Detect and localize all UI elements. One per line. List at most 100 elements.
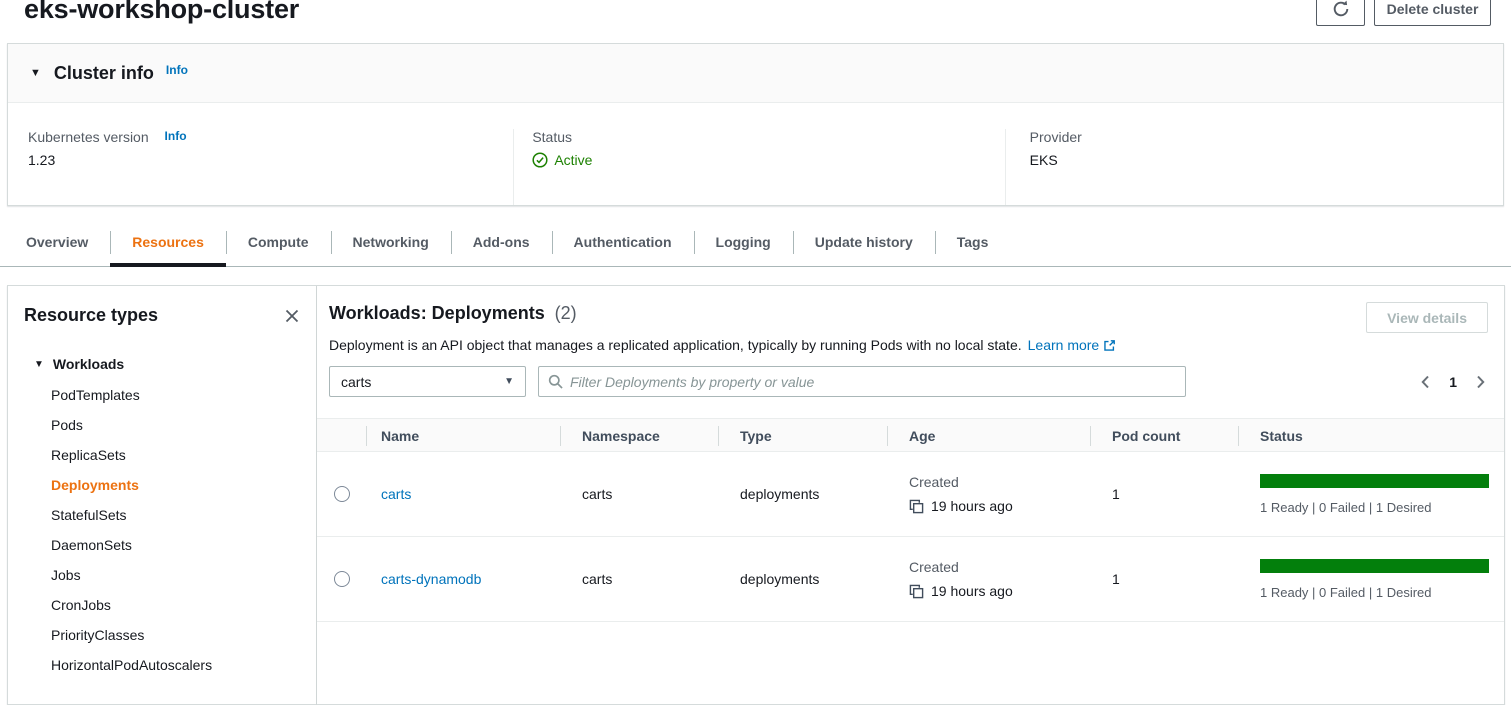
cluster-tab-bar: Overview Resources Compute Networking Ad… bbox=[0, 218, 1511, 267]
namespace-cell: carts bbox=[582, 486, 613, 502]
age-value: 19 hours ago bbox=[931, 498, 1013, 514]
field-status: Status Active bbox=[513, 129, 1004, 205]
pod-count-cell: 1 bbox=[1112, 571, 1120, 587]
namespace-dropdown[interactable]: carts ▼ bbox=[329, 366, 526, 397]
search-input[interactable] bbox=[570, 373, 1176, 390]
view-details-button[interactable]: View details bbox=[1366, 302, 1488, 333]
age-cell: Created 19 hours ago bbox=[909, 559, 1013, 599]
delete-cluster-button[interactable]: Delete cluster bbox=[1374, 0, 1491, 26]
table-row: carts carts deployments Created 19 hours… bbox=[317, 452, 1504, 537]
sidebar-item-horizontalpodautoscalers[interactable]: HorizontalPodAutoscalers bbox=[51, 657, 213, 673]
resource-types-title: Resource types bbox=[24, 305, 159, 325]
field-kubernetes-version: Kubernetes version Info 1.23 bbox=[8, 129, 513, 205]
collapse-triangle-icon[interactable]: ▼ bbox=[30, 67, 41, 79]
tab-overview[interactable]: Overview bbox=[26, 234, 89, 250]
column-header-pod-count[interactable]: Pod count bbox=[1090, 419, 1238, 453]
age-value: 19 hours ago bbox=[931, 583, 1013, 599]
column-header-name[interactable]: Name bbox=[366, 419, 560, 453]
table-header-row: Name Namespace Type Age Pod count Status bbox=[317, 418, 1504, 452]
row-radio-button[interactable] bbox=[333, 571, 350, 587]
external-link-icon bbox=[1103, 339, 1116, 355]
tree-group-label: Workloads bbox=[52, 356, 125, 372]
age-cell: Created 19 hours ago bbox=[909, 474, 1013, 514]
tree-expand-icon[interactable]: ▼ bbox=[34, 358, 44, 370]
resource-types-panel: Resource types ▼ Workloads PodTemplates … bbox=[7, 285, 317, 705]
cluster-info-panel: ▼ Cluster info Info Kubernetes version I… bbox=[7, 43, 1504, 206]
tab-logging[interactable]: Logging bbox=[693, 218, 793, 266]
sidebar-item-pods[interactable]: Pods bbox=[51, 417, 83, 433]
resource-tree: ▼ Workloads PodTemplates Pods ReplicaSet… bbox=[8, 356, 316, 680]
search-box bbox=[538, 366, 1186, 397]
deployment-name-link[interactable]: carts bbox=[381, 486, 412, 502]
provider-value: EKS bbox=[1029, 152, 1058, 168]
tab-tags[interactable]: Tags bbox=[934, 218, 1011, 266]
learn-more-link[interactable]: Learn more bbox=[1027, 337, 1100, 353]
sidebar-item-cronjobs[interactable]: CronJobs bbox=[51, 597, 111, 613]
namespace-dropdown-value: carts bbox=[341, 373, 372, 390]
refresh-icon bbox=[1332, 0, 1350, 18]
kubernetes-version-value: 1.23 bbox=[28, 152, 56, 168]
sidebar-item-podtemplates[interactable]: PodTemplates bbox=[51, 387, 140, 403]
cluster-info-body: Kubernetes version Info 1.23 Status Acti… bbox=[8, 103, 1503, 205]
field-label: Kubernetes version Info bbox=[28, 129, 187, 145]
deployments-title: Workloads: Deployments bbox=[329, 303, 545, 323]
status-cell: 1 Ready | 0 Failed | 1 Desired bbox=[1238, 473, 1504, 515]
sidebar-item-statefulsets[interactable]: StatefulSets bbox=[51, 507, 127, 523]
close-icon[interactable] bbox=[284, 308, 300, 324]
column-header-namespace[interactable]: Namespace bbox=[560, 419, 718, 453]
page-title: eks-workshop-cluster bbox=[24, 0, 300, 24]
status-text: 1 Ready | 0 Failed | 1 Desired bbox=[1260, 499, 1432, 515]
tab-authentication[interactable]: Authentication bbox=[551, 218, 694, 266]
sidebar-item-deployments[interactable]: Deployments bbox=[51, 477, 139, 493]
tab-update-history[interactable]: Update history bbox=[792, 218, 935, 266]
caret-down-icon: ▼ bbox=[504, 376, 514, 387]
status-text: 1 Ready | 0 Failed | 1 Desired bbox=[1260, 584, 1432, 600]
deployment-name-link[interactable]: carts-dynamodb bbox=[381, 571, 482, 587]
sidebar-item-replicasets[interactable]: ReplicaSets bbox=[51, 447, 126, 463]
cluster-info-info-link[interactable]: Info bbox=[165, 63, 188, 77]
namespace-cell: carts bbox=[582, 571, 613, 587]
pagination: 1 bbox=[1418, 366, 1488, 397]
cluster-info-title: Cluster info bbox=[53, 62, 154, 83]
page-header: eks-workshop-cluster Delete cluster bbox=[0, 0, 1511, 40]
field-label: Status bbox=[532, 129, 573, 145]
status-bar bbox=[1260, 473, 1489, 488]
row-radio-button[interactable] bbox=[333, 486, 350, 502]
next-page-icon[interactable] bbox=[1472, 374, 1488, 390]
sidebar-item-daemonsets[interactable]: DaemonSets bbox=[51, 537, 132, 553]
tree-items: PodTemplates Pods ReplicaSets Deployment… bbox=[8, 380, 316, 680]
tab-compute[interactable]: Compute bbox=[225, 218, 331, 266]
tab-resources[interactable]: Resources bbox=[110, 218, 226, 267]
field-label: Provider bbox=[1029, 129, 1082, 145]
deployments-count: (2) bbox=[554, 303, 577, 323]
sidebar-item-priorityclasses[interactable]: PriorityClasses bbox=[51, 627, 145, 643]
deployments-table: Name Namespace Type Age Pod count Status… bbox=[317, 418, 1504, 622]
copy-icon[interactable] bbox=[909, 584, 924, 599]
cluster-info-header[interactable]: ▼ Cluster info Info bbox=[8, 44, 1503, 103]
deployments-panel: Workloads: Deployments (2) View details … bbox=[317, 285, 1505, 705]
tree-group-workloads[interactable]: ▼ Workloads bbox=[8, 356, 316, 372]
pod-count-cell: 1 bbox=[1112, 486, 1120, 502]
filter-row: carts ▼ 1 bbox=[317, 366, 1504, 397]
column-header-status[interactable]: Status bbox=[1238, 419, 1504, 453]
tab-add-ons[interactable]: Add-ons bbox=[450, 218, 552, 266]
type-cell: deployments bbox=[740, 571, 820, 587]
column-header-type[interactable]: Type bbox=[718, 419, 887, 453]
search-icon bbox=[548, 374, 563, 389]
field-provider: Provider EKS bbox=[1004, 129, 1503, 205]
status-cell: 1 Ready | 0 Failed | 1 Desired bbox=[1238, 558, 1504, 600]
check-circle-icon bbox=[532, 152, 548, 168]
status-bar bbox=[1260, 558, 1489, 573]
kubernetes-version-info-link[interactable]: Info bbox=[164, 129, 187, 143]
copy-icon[interactable] bbox=[909, 499, 924, 514]
table-row: carts-dynamodb carts deployments Created… bbox=[317, 537, 1504, 622]
tab-networking[interactable]: Networking bbox=[330, 218, 451, 266]
column-header-age[interactable]: Age bbox=[887, 419, 1090, 453]
deployments-description: Deployment is an API object that manages… bbox=[329, 337, 1488, 353]
cluster-status-value: Active bbox=[532, 152, 1004, 168]
refresh-button[interactable] bbox=[1316, 0, 1365, 26]
type-cell: deployments bbox=[740, 486, 820, 502]
previous-page-icon[interactable] bbox=[1418, 374, 1434, 390]
sidebar-item-jobs[interactable]: Jobs bbox=[51, 567, 81, 583]
page-number[interactable]: 1 bbox=[1449, 373, 1457, 390]
